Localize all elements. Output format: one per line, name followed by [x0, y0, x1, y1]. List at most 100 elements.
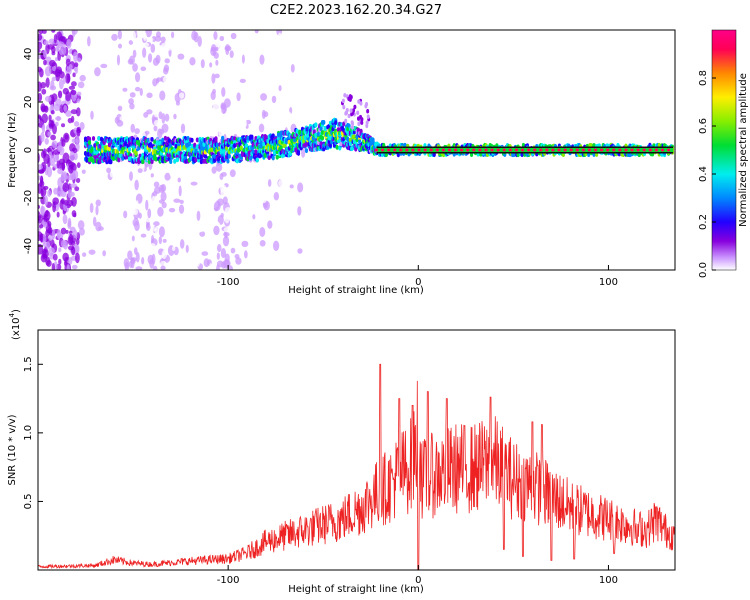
heatmap-cell — [95, 205, 99, 216]
heatmap-cell — [137, 106, 144, 113]
heatmap-cell — [153, 109, 160, 118]
snr-x-axis-label: Height of straight line (km) — [288, 584, 424, 595]
heatmap-cell — [178, 204, 185, 214]
heatmap-cell — [259, 143, 263, 149]
heatmap-cell — [267, 179, 272, 187]
heatmap-cell — [221, 87, 226, 97]
heatmap-cell — [551, 148, 555, 152]
heatmap-cell — [348, 141, 353, 147]
heatmap-cell — [200, 59, 205, 69]
heatmap-cell — [213, 52, 219, 59]
heatmap-cell — [58, 78, 64, 90]
heatmap-cell — [73, 169, 79, 180]
heatmap-cell — [57, 177, 63, 188]
heatmap-cell — [73, 51, 79, 63]
heatmap-cell — [320, 130, 325, 135]
heatmap-cell — [201, 251, 209, 256]
heatmap-cell — [150, 173, 154, 178]
heatmap-cell — [139, 242, 145, 251]
heatmap-cell — [78, 227, 85, 236]
snr-y-multiplier: (x104) — [8, 309, 22, 340]
heatmap-cell — [161, 201, 167, 209]
heatmap-cell — [380, 148, 385, 152]
heatmap-cell — [197, 224, 205, 233]
heatmap-cell — [162, 67, 169, 75]
heatmap-cell — [417, 148, 421, 152]
heatmap-cell — [195, 137, 199, 143]
heatmap-cell — [56, 145, 62, 150]
x-tick-label: -100 — [217, 277, 240, 288]
heatmap-cell — [563, 148, 567, 152]
heatmap-cell — [359, 114, 363, 120]
heatmap-cell — [74, 62, 79, 68]
heatmap-cell — [101, 103, 106, 110]
heatmap-cell — [136, 30, 143, 37]
heatmap-cell — [59, 71, 65, 79]
heatmap-cell — [366, 114, 370, 119]
heatmap-cell — [575, 148, 579, 152]
heatmap-cell — [246, 30, 251, 38]
heatmap-cell — [453, 148, 458, 152]
heatmap-cell — [66, 264, 70, 270]
heatmap-cell — [213, 153, 217, 159]
heatmap-cell — [244, 167, 250, 178]
heatmap-cell — [213, 225, 220, 236]
heatmap-cell — [146, 137, 150, 143]
heatmap-cell — [69, 233, 73, 244]
spectrogram-panel: -100 0 100 -40 -20 0 20 40 Height of straight l… — [7, 29, 676, 296]
heatmap-cell — [190, 137, 194, 143]
heatmap-cell — [62, 252, 69, 262]
heatmap-cell — [81, 244, 88, 255]
heatmap-cell — [210, 215, 216, 224]
heatmap-cell — [86, 151, 90, 157]
heatmap-cell — [40, 105, 48, 112]
y-tick-label: 20 — [23, 96, 34, 109]
heatmap-cell — [289, 43, 293, 54]
colorbar-gradient — [711, 29, 737, 271]
heatmap-cell — [252, 214, 256, 220]
heatmap-cell — [154, 119, 160, 127]
heatmap-cell — [117, 43, 123, 49]
heatmap-cell — [50, 134, 56, 141]
heatmap-cell — [496, 148, 500, 152]
heatmap-cell — [91, 136, 96, 141]
heatmap-cell — [229, 50, 234, 58]
colorbar-ticks: 0.0 0.2 0.4 0.6 0.8 — [698, 70, 716, 278]
heatmap-cell — [223, 232, 230, 237]
heatmap-cell — [335, 144, 339, 150]
heatmap-cell — [319, 126, 323, 132]
heatmap-cell — [224, 253, 230, 263]
heatmap-cell — [116, 120, 124, 127]
heatmap-cell — [44, 66, 52, 77]
heatmap-cell — [77, 91, 82, 96]
heatmap-cell — [224, 91, 231, 97]
heatmap-cell — [39, 232, 44, 243]
heatmap-cell — [102, 250, 107, 257]
heatmap-cell — [250, 134, 254, 140]
heatmap-cell — [101, 239, 106, 250]
heatmap-cell — [139, 88, 143, 96]
colorbar: 0.0 0.2 0.4 0.6 0.8 Normalized spectral ampl… — [698, 29, 749, 278]
heatmap-cell — [50, 239, 55, 248]
heatmap-cell — [76, 98, 81, 104]
heatmap-cell — [245, 119, 251, 125]
heatmap-cell — [175, 157, 179, 163]
heatmap-cell — [51, 51, 56, 56]
heatmap-cell — [130, 30, 137, 42]
heatmap-cell — [532, 148, 537, 152]
heatmap-cell — [107, 254, 113, 266]
heatmap-cell — [228, 78, 235, 85]
heatmap-cell — [350, 111, 354, 117]
heatmap-cell — [67, 220, 72, 229]
heatmap-cell — [348, 94, 352, 99]
heatmap-cell — [154, 156, 158, 162]
heatmap-cell — [435, 148, 440, 152]
heatmap-cell — [150, 43, 156, 53]
heatmap-cell — [70, 81, 77, 87]
heatmap-cell — [277, 32, 282, 42]
heatmap-cell — [65, 229, 69, 234]
y-tick-label: 0.5 — [23, 493, 34, 509]
heatmap-cell — [222, 235, 230, 247]
heatmap-cell — [423, 148, 427, 152]
